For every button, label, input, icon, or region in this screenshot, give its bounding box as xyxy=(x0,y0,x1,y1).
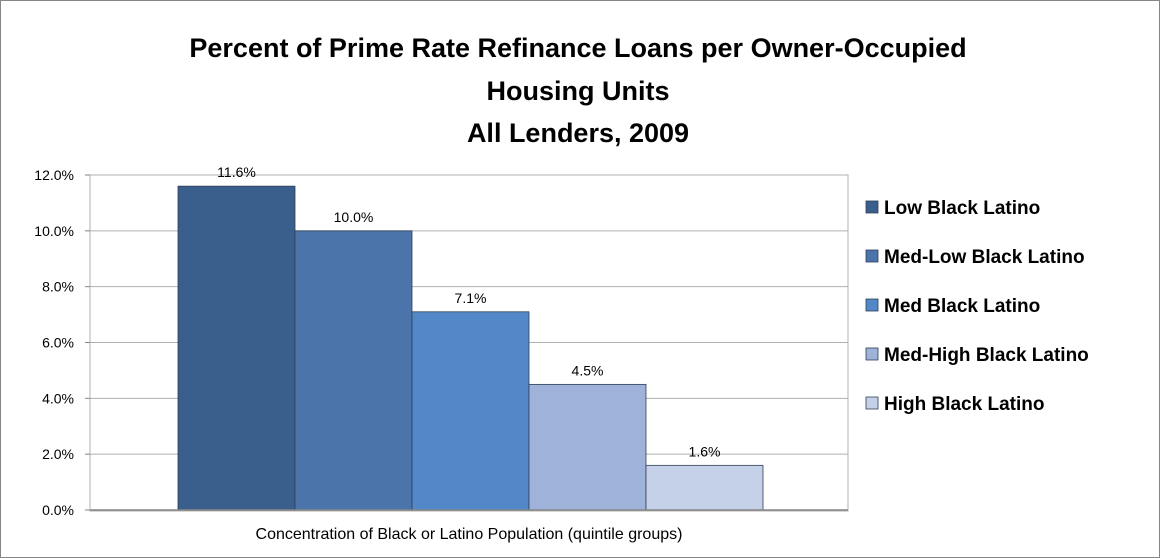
y-tick-label: 0.0% xyxy=(42,502,74,518)
legend-swatch xyxy=(865,347,879,361)
y-tick-label: 2.0% xyxy=(42,446,74,462)
legend-label: Med-Low Black Latino xyxy=(884,247,1085,268)
bar xyxy=(411,311,530,511)
data-label: 4.5% xyxy=(572,362,604,378)
bar xyxy=(177,185,296,511)
bar xyxy=(528,383,647,511)
bars xyxy=(177,185,764,511)
chart-title-line-3: All Lenders, 2009 xyxy=(467,118,689,148)
y-tick-label: 4.0% xyxy=(42,390,74,406)
legend-swatch xyxy=(865,200,879,214)
legend: Low Black Latino Med-Low Black Latino Med … xyxy=(865,198,1089,415)
data-label: 1.6% xyxy=(689,443,721,459)
chart-title-line-2: Housing Units xyxy=(487,76,670,106)
legend-swatch xyxy=(865,298,879,312)
data-labels: 11.6% 10.0% 7.1% 4.5% 1.6% xyxy=(217,164,720,459)
data-label: 7.1% xyxy=(455,290,487,306)
legend-swatch xyxy=(865,249,879,263)
bar xyxy=(294,230,413,511)
x-axis-label: Concentration of Black or Latino Populat… xyxy=(256,526,683,543)
y-tick-label: 8.0% xyxy=(42,279,74,295)
y-tick-label: 6.0% xyxy=(42,335,74,351)
bar xyxy=(645,464,764,511)
chart-title-line-1: Percent of Prime Rate Refinance Loans pe… xyxy=(189,33,966,63)
data-label: 11.6% xyxy=(217,164,256,180)
legend-label: Low Black Latino xyxy=(884,198,1040,219)
data-label: 10.0% xyxy=(334,209,374,225)
y-tick-label: 12.0% xyxy=(34,167,74,183)
chart-title: Percent of Prime Rate Refinance Loans pe… xyxy=(189,33,966,148)
legend-label: Med Black Latino xyxy=(884,296,1040,317)
y-axis: 0.0% 2.0% 4.0% 6.0% 8.0% 10.0% 12.0% xyxy=(34,167,90,518)
legend-swatch xyxy=(865,396,879,410)
y-tick-label: 10.0% xyxy=(34,223,74,239)
legend-label: Med-High Black Latino xyxy=(884,345,1089,366)
legend-label: High Black Latino xyxy=(884,394,1044,415)
